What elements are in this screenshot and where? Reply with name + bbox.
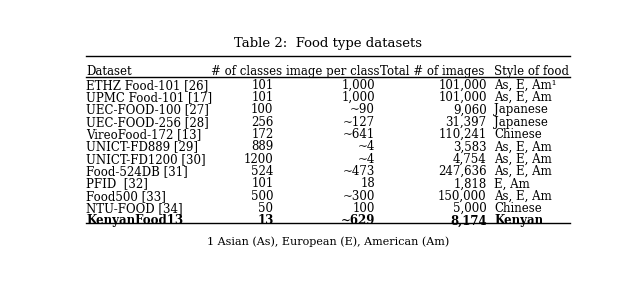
Text: As, E, Am: As, E, Am bbox=[494, 165, 552, 178]
Text: As, E, Am¹: As, E, Am¹ bbox=[494, 79, 557, 92]
Text: 101: 101 bbox=[251, 177, 273, 191]
Text: PFID  [32]: PFID [32] bbox=[86, 177, 148, 191]
Text: ~4: ~4 bbox=[358, 153, 375, 166]
Text: Japanese: Japanese bbox=[494, 116, 548, 129]
Text: ~629: ~629 bbox=[340, 214, 375, 227]
Text: ~90: ~90 bbox=[350, 103, 375, 116]
Text: Food500 [33]: Food500 [33] bbox=[86, 190, 166, 203]
Text: 31,397: 31,397 bbox=[445, 116, 486, 129]
Text: 3,583: 3,583 bbox=[453, 140, 486, 153]
Text: Chinese: Chinese bbox=[494, 128, 542, 141]
Text: E, Am: E, Am bbox=[494, 177, 530, 191]
Text: Table 2:  Food type datasets: Table 2: Food type datasets bbox=[234, 37, 422, 50]
Text: 150,000: 150,000 bbox=[438, 190, 486, 203]
Text: 1,000: 1,000 bbox=[342, 91, 375, 104]
Text: image per class: image per class bbox=[286, 65, 380, 78]
Text: 9,060: 9,060 bbox=[453, 103, 486, 116]
Text: KenyanFood13: KenyanFood13 bbox=[86, 214, 184, 227]
Text: 101: 101 bbox=[251, 91, 273, 104]
Text: Dataset: Dataset bbox=[86, 65, 132, 78]
Text: 100: 100 bbox=[353, 202, 375, 215]
Text: 256: 256 bbox=[251, 116, 273, 129]
Text: 1200: 1200 bbox=[244, 153, 273, 166]
Text: Food-524DB [31]: Food-524DB [31] bbox=[86, 165, 188, 178]
Text: As, E, Am: As, E, Am bbox=[494, 140, 552, 153]
Text: Style of food: Style of food bbox=[494, 65, 569, 78]
Text: # of classes: # of classes bbox=[211, 65, 283, 78]
Text: 101: 101 bbox=[251, 79, 273, 92]
Text: ETHZ Food-101 [26]: ETHZ Food-101 [26] bbox=[86, 79, 209, 92]
Text: 100: 100 bbox=[251, 103, 273, 116]
Text: 5,000: 5,000 bbox=[453, 202, 486, 215]
Text: 1 Asian (As), European (E), American (Am): 1 Asian (As), European (E), American (Am… bbox=[207, 236, 449, 247]
Text: Chinese: Chinese bbox=[494, 202, 542, 215]
Text: VireoFood-172 [13]: VireoFood-172 [13] bbox=[86, 128, 202, 141]
Text: ~300: ~300 bbox=[343, 190, 375, 203]
Text: 889: 889 bbox=[251, 140, 273, 153]
Text: ~4: ~4 bbox=[358, 140, 375, 153]
Text: UNICT-FD889 [29]: UNICT-FD889 [29] bbox=[86, 140, 198, 153]
Text: 1,000: 1,000 bbox=[342, 79, 375, 92]
Text: UEC-FOOD-256 [28]: UEC-FOOD-256 [28] bbox=[86, 116, 209, 129]
Text: 13: 13 bbox=[257, 214, 273, 227]
Text: 18: 18 bbox=[360, 177, 375, 191]
Text: 500: 500 bbox=[251, 190, 273, 203]
Text: Japanese: Japanese bbox=[494, 103, 548, 116]
Text: ~641: ~641 bbox=[343, 128, 375, 141]
Text: 524: 524 bbox=[251, 165, 273, 178]
Text: NTU-FOOD [34]: NTU-FOOD [34] bbox=[86, 202, 183, 215]
Text: 101,000: 101,000 bbox=[438, 91, 486, 104]
Text: As, E, Am: As, E, Am bbox=[494, 91, 552, 104]
Text: 110,241: 110,241 bbox=[438, 128, 486, 141]
Text: 172: 172 bbox=[251, 128, 273, 141]
Text: 50: 50 bbox=[259, 202, 273, 215]
Text: ~473: ~473 bbox=[343, 165, 375, 178]
Text: 4,754: 4,754 bbox=[453, 153, 486, 166]
Text: Kenyan: Kenyan bbox=[494, 214, 543, 227]
Text: As, E, Am: As, E, Am bbox=[494, 153, 552, 166]
Text: Total # of images: Total # of images bbox=[380, 65, 484, 78]
Text: 247,636: 247,636 bbox=[438, 165, 486, 178]
Text: UNICT-FD1200 [30]: UNICT-FD1200 [30] bbox=[86, 153, 206, 166]
Text: ~127: ~127 bbox=[343, 116, 375, 129]
Text: 101,000: 101,000 bbox=[438, 79, 486, 92]
Text: 1,818: 1,818 bbox=[454, 177, 486, 191]
Text: UEC-FOOD-100 [27]: UEC-FOOD-100 [27] bbox=[86, 103, 209, 116]
Text: As, E, Am: As, E, Am bbox=[494, 190, 552, 203]
Text: UPMC Food-101 [17]: UPMC Food-101 [17] bbox=[86, 91, 212, 104]
Text: 8,174: 8,174 bbox=[450, 214, 486, 227]
